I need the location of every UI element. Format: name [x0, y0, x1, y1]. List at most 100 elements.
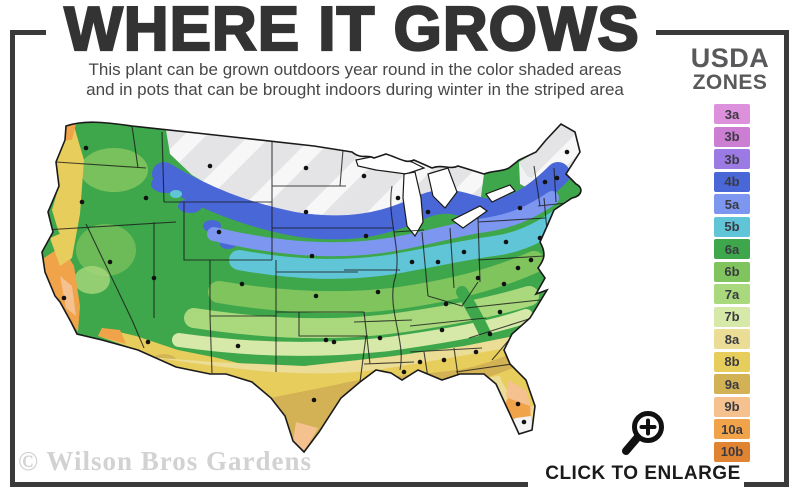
zone-patch-7a [74, 266, 110, 294]
zone-band-5a [207, 191, 559, 257]
zone-chip-7a: 7a [714, 284, 750, 304]
city-dot [435, 259, 441, 265]
lake-huron [427, 167, 458, 209]
lake-ontario [485, 184, 516, 203]
page-title: WHERE IT GROWS [63, 0, 640, 65]
zone-chip-9a: 9a [714, 374, 750, 394]
lake-erie [450, 205, 489, 229]
city-dot [107, 259, 113, 265]
zone-chip-7b: 7b [714, 306, 750, 327]
city-dot [439, 327, 445, 333]
city-dot [521, 419, 527, 425]
zone-florida-10a [504, 398, 531, 422]
city-dot [503, 239, 509, 245]
zone-south-texas-9a [270, 380, 360, 452]
city-dot [313, 293, 319, 299]
city-dot [363, 233, 369, 239]
city-dot [443, 301, 449, 307]
city-dot [501, 281, 507, 287]
magnifier-zoom-in-icon[interactable] [614, 408, 672, 458]
city-dot [377, 335, 383, 341]
zone-chip-5b: 5b [714, 216, 750, 237]
frame-border-top-right [656, 30, 789, 35]
subtitle: This plant can be grown outdoors year ro… [30, 60, 680, 100]
city-dot [309, 253, 315, 259]
city-dot [409, 259, 415, 265]
city-dot [375, 289, 381, 295]
city-dot [151, 275, 157, 281]
city-dot [425, 209, 431, 215]
zone-chip-10a: 10a [714, 419, 750, 439]
zone-chip-3b: 3b [714, 149, 750, 169]
city-dot [515, 265, 521, 271]
city-dots-group [61, 145, 570, 425]
frame-border-bottom-left [10, 482, 528, 487]
city-dot [83, 145, 89, 151]
lake-michigan [402, 171, 424, 238]
city-dot [487, 331, 493, 337]
city-dot [323, 337, 329, 343]
map-outline [41, 121, 582, 454]
frame-border-left [10, 30, 15, 487]
city-dot [517, 205, 523, 211]
zone-chip-4b: 4b [714, 171, 750, 192]
zone-patch-5b [170, 190, 182, 198]
city-dot [554, 175, 560, 181]
us-map-svg [41, 121, 582, 454]
zone-chip-10b: 10b [714, 441, 750, 462]
city-dot [337, 405, 343, 411]
zone-patch-4b [151, 175, 181, 193]
city-dot [563, 203, 569, 209]
city-dot [239, 281, 245, 287]
click-to-enlarge-label[interactable]: CLICK TO ENLARGE [545, 463, 741, 484]
city-dot [515, 401, 521, 407]
zone-chip-3b: 3b [714, 126, 750, 147]
zone-chip-8a: 8a [714, 329, 750, 349]
white-patch-south-florida [510, 416, 532, 434]
city-dot [143, 195, 149, 201]
city-dot [542, 179, 548, 185]
city-dot [145, 339, 151, 345]
frame-border-bottom-right [744, 482, 789, 487]
city-dot [417, 359, 423, 365]
city-dot [473, 349, 479, 355]
zone-patch-6b [76, 224, 136, 276]
city-dot [395, 195, 401, 201]
city-dot [497, 309, 503, 315]
city-dot [564, 149, 570, 155]
subtitle-line-1: This plant can be grown outdoors year ro… [88, 60, 622, 79]
city-dot [331, 339, 337, 345]
zone-patch-8b [50, 232, 72, 266]
zone-band-6b [208, 251, 545, 314]
usda-zones-heading: USDA ZONES [688, 44, 772, 94]
subtitle-line-2: and in pots that can be brought indoors … [86, 80, 624, 99]
usda-label: USDA [690, 43, 770, 73]
zone-chip-5a: 5a [714, 194, 750, 214]
zone-chip-6b: 6b [714, 261, 750, 282]
city-dot [528, 257, 534, 263]
zone-patch-6b [80, 148, 148, 192]
city-dot [361, 173, 367, 179]
city-dot [235, 343, 241, 349]
city-dot [311, 397, 317, 403]
zone-patch-9b [60, 276, 76, 316]
zone-chip-9b: 9b [714, 396, 750, 417]
city-dot [303, 209, 309, 215]
zone-chip-6a: 6a [714, 239, 750, 259]
zone-band-5b [229, 200, 580, 279]
usda-zone-map[interactable] [14, 110, 659, 472]
zone-chip-8b: 8b [714, 351, 750, 372]
zone-patch-4b [178, 199, 202, 213]
city-dot [207, 163, 213, 169]
city-dot [303, 165, 309, 171]
zone-band-7a [184, 286, 539, 339]
zone-patch-10a [98, 328, 126, 344]
zone-texas-tip-9b [293, 422, 318, 452]
appalachian-green-ridge [456, 286, 492, 342]
zone-coast-8b [52, 126, 84, 258]
zone-chip-3a: 3a [714, 104, 750, 124]
watermark: © Wilson Bros Gardens [18, 446, 312, 476]
zones-label: ZONES [692, 71, 768, 94]
click-to-enlarge[interactable]: CLICK TO ENLARGE [543, 408, 743, 485]
city-dot [79, 199, 85, 205]
